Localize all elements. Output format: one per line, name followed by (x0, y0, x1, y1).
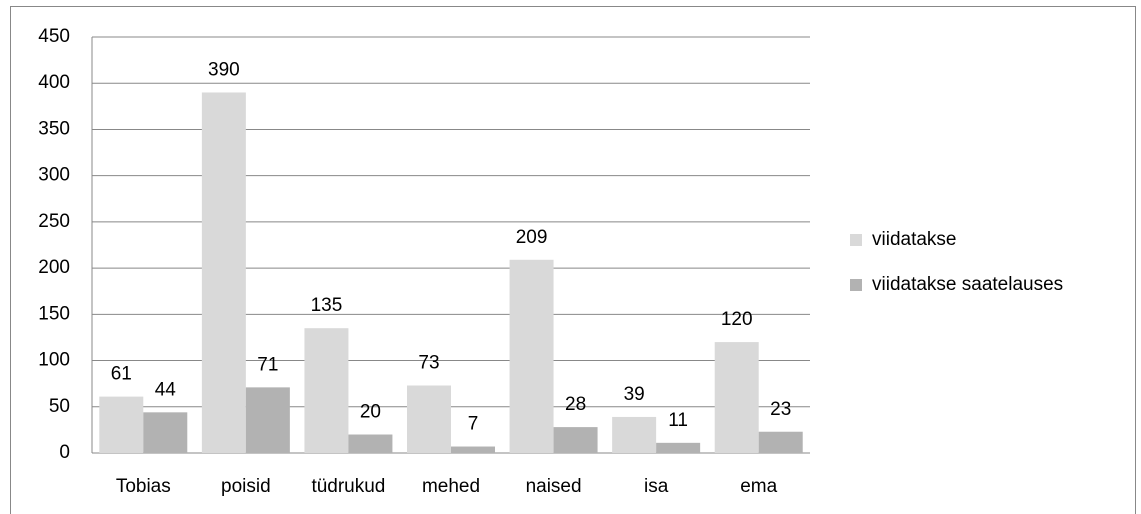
data-label: 39 (624, 384, 645, 405)
x-tick-label: isa (644, 476, 669, 497)
data-label: 44 (155, 379, 177, 400)
legend-label: viidatakse saatelauses (872, 274, 1063, 295)
y-tick-label: 250 (38, 211, 70, 232)
y-tick-label: 0 (59, 442, 70, 463)
bar (553, 427, 598, 453)
data-label: 71 (257, 354, 278, 375)
data-label: 73 (418, 353, 439, 374)
bar (304, 328, 349, 453)
y-tick-label: 100 (38, 350, 70, 371)
y-tick-label: 150 (38, 303, 70, 324)
data-label: 209 (516, 227, 548, 248)
bar (201, 92, 246, 453)
bar (758, 431, 803, 453)
bar (451, 446, 495, 453)
legend-label: viidatakse (872, 229, 957, 250)
legend-swatch (850, 234, 862, 246)
y-tick-label: 400 (38, 72, 70, 93)
data-label: 135 (311, 295, 343, 316)
y-tick-label: 300 (38, 165, 70, 186)
bar (348, 434, 393, 453)
y-tick-label: 450 (38, 26, 70, 47)
x-tick-label: mehed (422, 476, 480, 497)
x-tick-label: naised (526, 476, 582, 497)
data-label: 7 (468, 414, 479, 435)
bar (656, 442, 701, 453)
data-label: 120 (721, 309, 753, 330)
bar (99, 396, 144, 453)
bar (407, 385, 451, 453)
data-label: 28 (565, 394, 586, 415)
data-label: 390 (208, 59, 240, 80)
bar (714, 342, 759, 453)
y-tick-label: 50 (49, 396, 70, 417)
data-label: 20 (360, 402, 381, 423)
chart-frame (10, 6, 1136, 514)
data-label: 11 (668, 410, 688, 431)
bar (509, 259, 554, 453)
y-tick-label: 200 (38, 257, 70, 278)
data-label: 23 (770, 399, 791, 420)
bar (245, 387, 290, 453)
bar (612, 416, 657, 453)
data-label: 61 (111, 364, 132, 385)
y-tick-label: 350 (38, 118, 70, 139)
x-tick-label: poisid (221, 476, 271, 497)
x-tick-label: Tobias (116, 476, 171, 497)
x-tick-label: ema (740, 476, 777, 497)
x-tick-label: tüdrukud (311, 476, 385, 497)
legend-swatch (850, 279, 862, 291)
bar (143, 412, 188, 453)
